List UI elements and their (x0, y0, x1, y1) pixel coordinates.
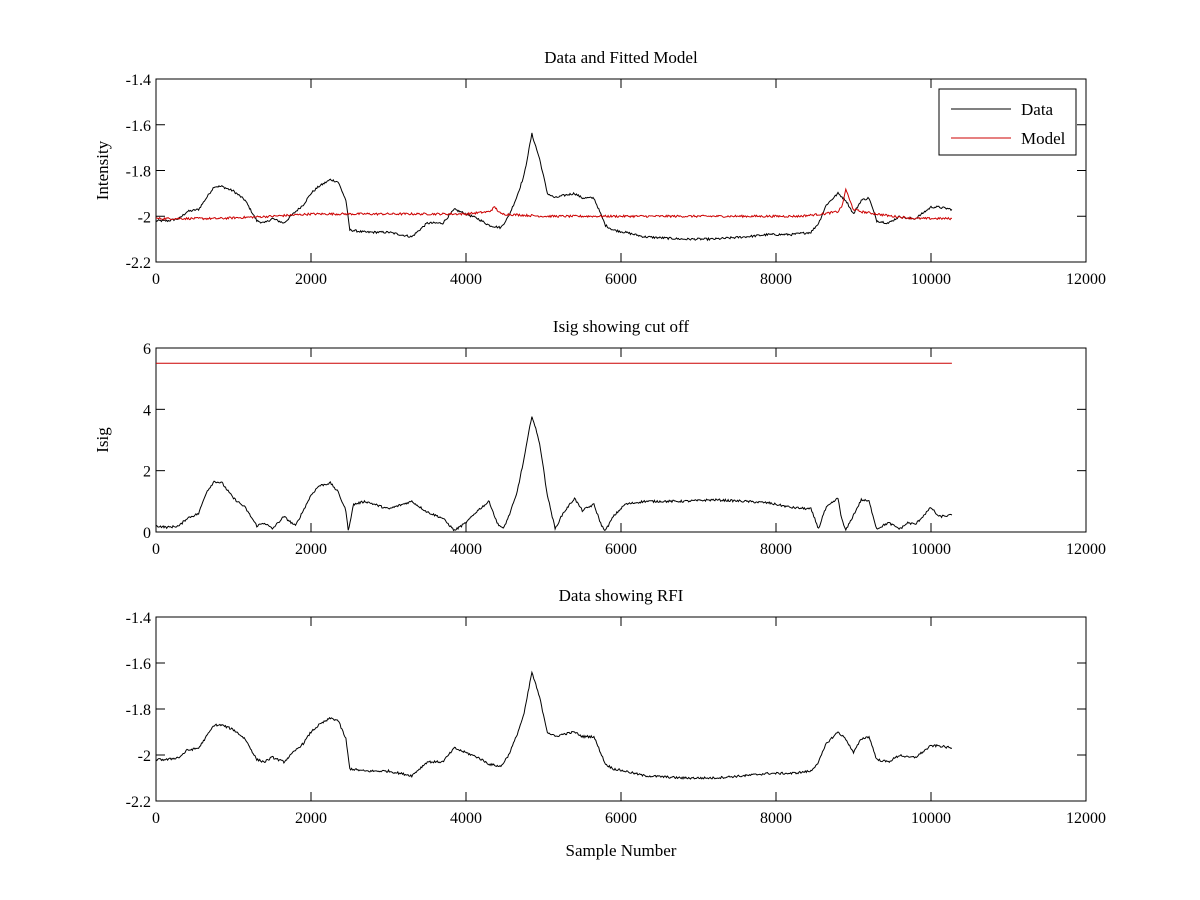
x-tick-label: 4000 (450, 271, 482, 288)
legend-box (938, 88, 1077, 156)
x-tick-label: 0 (152, 271, 160, 288)
x-tick-label: 8000 (760, 810, 792, 827)
x-tick-label: 10000 (911, 810, 951, 827)
x-tick-label: 12000 (1066, 810, 1106, 827)
x-tick-label: 2000 (295, 810, 327, 827)
x-tick-label: 10000 (911, 541, 951, 558)
series-line-model (155, 187, 953, 221)
x-tick-label: 0 (152, 541, 160, 558)
x-tick-label: 6000 (605, 271, 637, 288)
x-tick-label: 4000 (450, 541, 482, 558)
x-tick-label: 8000 (760, 541, 792, 558)
y-tick-label: -1.8 (126, 164, 151, 181)
x-tick-label: 12000 (1066, 541, 1106, 558)
y-tick-label: -1.4 (126, 72, 151, 89)
legend-label: Data (1021, 100, 1054, 119)
y-axis-label: Isig (93, 427, 112, 453)
panel-1: 0 2000 4000 6000 8000 10000 12000 -1.4 -1.6 -1.8 -… (93, 48, 1106, 288)
series-line-data (155, 132, 953, 242)
y-tick-label: -1.6 (126, 656, 151, 673)
chart-title: Data and Fitted Model (544, 48, 698, 67)
chart-title: Isig showing cut off (553, 317, 689, 336)
y-tick-label: 4 (143, 402, 151, 419)
x-tick-label: 12000 (1066, 271, 1106, 288)
y-tick-label: 2 (143, 464, 151, 481)
series-line-1 (155, 416, 953, 532)
x-tick-label: 8000 (760, 271, 792, 288)
y-tick-label: 0 (143, 525, 151, 542)
x-tick-label: 6000 (605, 541, 637, 558)
x-axis-label: Sample Number (566, 841, 677, 860)
series-line-1 (155, 670, 953, 780)
panel-3: 0 2000 4000 6000 8000 10000 12000 -1.4 -1.6 -1.8 -… (126, 586, 1106, 860)
panel-2: 0 2000 4000 6000 8000 10000 12000 0 2 4 6 Isig show… (93, 317, 1106, 558)
y-tick-label: -1.8 (126, 702, 151, 719)
y-tick-label: -1.4 (126, 610, 151, 627)
axes-box (155, 616, 1087, 802)
x-tick-label: 10000 (911, 271, 951, 288)
x-tick-label: 0 (152, 810, 160, 827)
legend-label: Model (1021, 129, 1066, 148)
axes-box (155, 347, 1087, 533)
x-tick-label: 2000 (295, 271, 327, 288)
y-tick-label: -1.6 (126, 118, 151, 135)
y-tick-label: -2 (138, 748, 151, 765)
x-tick-label: 2000 (295, 541, 327, 558)
y-tick-label: 6 (143, 341, 151, 358)
y-axis-label: Intensity (93, 140, 112, 200)
y-tick-label: -2 (138, 209, 151, 226)
chart-title: Data showing RFI (559, 586, 684, 605)
y-tick-label: -2.2 (126, 255, 151, 272)
y-tick-label: -2.2 (126, 794, 151, 811)
legend: Data Model (938, 88, 1077, 156)
x-tick-label: 4000 (450, 810, 482, 827)
x-tick-label: 6000 (605, 810, 637, 827)
